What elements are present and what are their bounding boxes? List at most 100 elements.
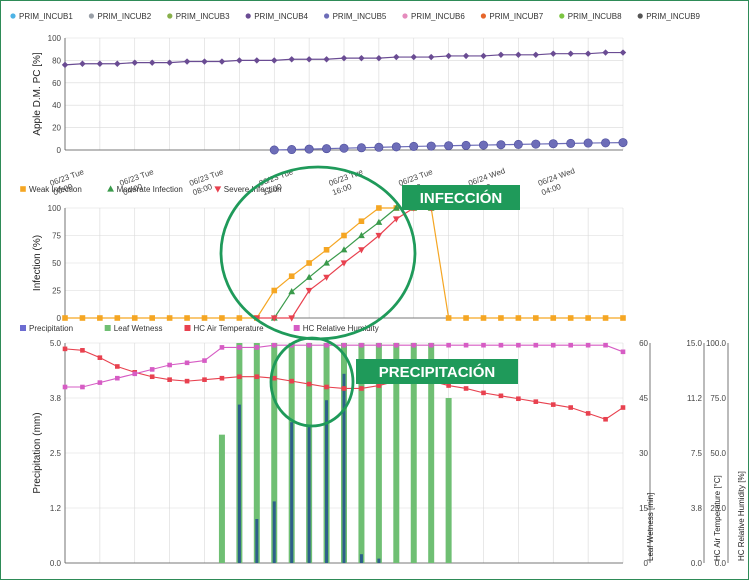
y-tick-label: 0.0 [50,559,62,568]
right-axis-label: Leaf Wetness [min] [646,493,655,561]
right-axis-tick-label: 30 [639,449,648,458]
legend-marker-prim_incub6 [402,13,408,19]
data-point-relative-humidity [115,375,120,381]
data-point-relative-humidity [167,362,172,368]
legend-label-prim_incub2: PRIM_INCUB2 [97,12,151,21]
data-point-weak-infection [219,315,225,321]
legend-marker-hc-relative-humidity [293,325,300,331]
legend-marker-severe-infection [214,186,222,193]
data-point-relative-humidity [446,342,451,348]
data-point-moderate-infection [392,204,400,211]
legend-marker-prim_incub1 [10,13,16,19]
bar-leaf-wetness [218,434,225,563]
legend-label-prim_incub8: PRIM_INCUB8 [568,12,622,21]
data-point-prim_incub4 [515,51,522,58]
y-tick-label: 60 [52,79,61,88]
data-point-weak-infection [498,315,504,321]
right-axis-tick-label: 0 [644,559,649,568]
data-point-relative-humidity [603,342,608,348]
data-point-prim_incub5 [374,142,384,152]
data-point-air-temperature [550,402,556,407]
data-point-relative-humidity [533,342,539,348]
data-point-severe-infection [375,232,383,240]
data-point-prim_incub4 [96,60,104,67]
data-point-prim_incub5 [461,140,471,150]
data-point-prim_incub5 [496,140,506,150]
data-point-air-temperature [481,390,486,396]
data-point-relative-humidity [376,342,382,348]
data-point-prim_incub4 [201,58,208,65]
legend-marker-prim_incub4 [245,13,251,19]
data-point-weak-infection [184,315,190,321]
data-point-weak-infection [62,315,68,321]
data-point-air-temperature [568,405,573,410]
data-point-air-temperature [80,348,85,353]
data-point-air-temperature [341,386,347,391]
data-point-moderate-infection [288,288,296,295]
legend-marker-prim_incub8 [559,13,565,19]
data-point-prim_incub5 [601,138,611,148]
data-point-relative-humidity [324,342,329,348]
data-point-relative-humidity [394,342,399,348]
legend-label-prim_incub7: PRIM_INCUB7 [489,12,543,21]
bar-leaf-wetness [393,343,400,563]
data-point-prim_incub4 [375,54,383,62]
data-point-prim_incub5 [339,143,349,153]
bar-leaf-wetness [253,343,260,563]
bar-leaf-wetness [271,343,278,563]
legend-marker-prim_incub2 [88,13,94,19]
data-point-prim_incub4 [619,49,627,56]
data-point-weak-infection [271,287,278,294]
data-point-air-temperature [585,411,591,416]
data-point-relative-humidity [359,342,364,348]
y-axis-label: Infection (%) [32,235,43,291]
right-axis-tick-label: 15 [639,504,648,513]
legend-marker-precipitation [20,325,26,331]
data-point-prim_incub5 [391,142,401,152]
data-point-prim_incub4 [462,52,470,60]
data-point-prim_incub5 [531,139,541,149]
y-axis-label: Precipitation (mm) [32,412,43,493]
data-point-weak-infection [306,260,312,266]
y-tick-label: 100 [48,34,62,43]
data-point-weak-infection [149,315,155,321]
y-tick-label: 75 [52,232,61,241]
data-point-relative-humidity [428,342,434,348]
legend-marker-prim_incub7 [480,13,486,19]
data-point-prim_incub4 [550,50,557,57]
bar-precipitation [237,404,241,563]
right-axis-label: HC Relative Humidity [%] [737,471,746,561]
y-tick-label: 0 [57,314,62,323]
data-point-air-temperature [149,374,155,380]
badge-infection-label: INFECCIÓN [420,189,503,207]
data-point-relative-humidity [62,384,68,390]
data-point-weak-infection [620,315,626,321]
data-point-prim_incub5 [583,138,593,148]
data-point-moderate-infection [375,218,383,225]
data-point-prim_incub4 [114,60,121,67]
data-point-relative-humidity [97,380,103,385]
legend-label-prim_incub6: PRIM_INCUB6 [411,12,465,21]
bar-leaf-wetness [375,343,382,563]
data-point-weak-infection [463,315,469,321]
data-point-air-temperature [376,383,382,388]
data-point-relative-humidity [149,367,155,372]
right-axis-tick-label: 45 [639,394,648,403]
legend-label-prim_incub4: PRIM_INCUB4 [254,12,308,21]
data-point-prim_incub5 [513,139,523,149]
x-tick-label: 06/23 Tue08:00 [188,167,228,197]
data-point-prim_incub4 [131,59,138,66]
data-point-prim_incub5 [269,145,279,155]
right-axis-tick-label: 3.8 [691,504,703,513]
data-point-air-temperature [219,375,225,381]
data-point-prim_incub4 [340,54,348,62]
data-point-prim_incub4 [166,59,173,66]
data-point-relative-humidity [463,342,469,348]
data-point-prim_incub4 [79,60,86,67]
legend-marker-prim_incub3 [167,13,173,19]
data-point-air-temperature [446,383,451,388]
data-point-weak-infection [602,315,609,321]
data-point-weak-infection [585,315,591,321]
data-point-air-temperature [271,375,277,381]
